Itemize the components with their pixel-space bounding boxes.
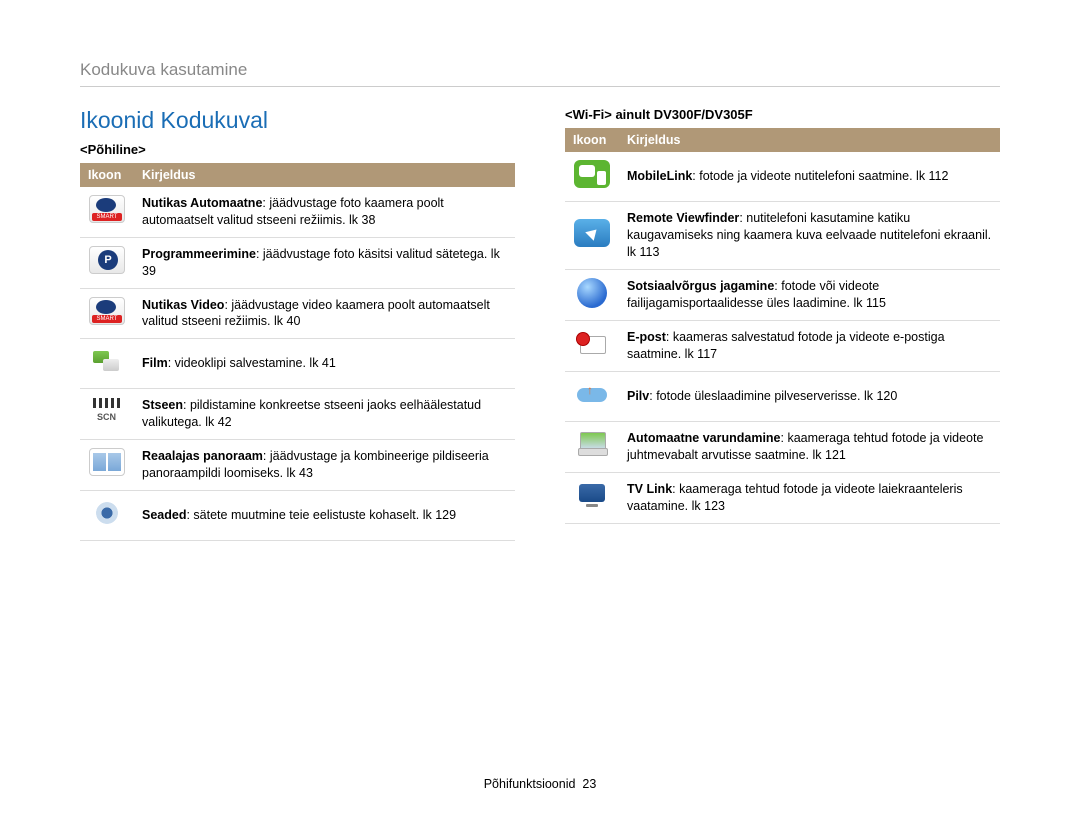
icon-cell: [80, 339, 134, 389]
icon-cell: [80, 288, 134, 339]
right-column: <Wi-Fi> ainult DV300F/DV305F Ikoon Kirje…: [565, 107, 1000, 541]
th-icon: Ikoon: [80, 163, 134, 187]
remote-icon: [574, 219, 610, 247]
icon-cell: [565, 422, 619, 473]
icon-cell: [80, 187, 134, 237]
th-desc: Kirjeldus: [134, 163, 515, 187]
table-row: MobileLink: fotode ja videote nutitelefo…: [565, 152, 1000, 201]
icon-cell: [80, 490, 134, 540]
footer: Põhifunktsioonid 23: [0, 777, 1080, 791]
table-row: TV Link: kaameraga tehtud fotode ja vide…: [565, 472, 1000, 523]
table-row: Remote Viewfinder: nutitelefoni kasutami…: [565, 201, 1000, 269]
desc-cell: TV Link: kaameraga tehtud fotode ja vide…: [619, 472, 1000, 523]
row-title: MobileLink: [627, 169, 692, 183]
panorama-icon: [89, 448, 125, 476]
desc-cell: Programmeerimine: jäädvustage foto käsit…: [134, 237, 515, 288]
icon-cell: [80, 389, 134, 440]
table-row: Stseen: pildistamine konkreetse stseeni …: [80, 389, 515, 440]
table-row: Nutikas Video: jäädvustage video kaamera…: [80, 288, 515, 339]
row-description: : sätete muutmine teie eelistuste kohase…: [186, 508, 456, 522]
table-row: Reaalajas panoraam: jäädvustage ja kombi…: [80, 439, 515, 490]
row-description: : kaameraga tehtud fotode ja videote lai…: [627, 482, 963, 513]
backup-icon: [574, 430, 610, 458]
email-icon: [574, 330, 610, 358]
mobilelink-icon: [574, 160, 610, 188]
subsection-basic: <Põhiline>: [80, 142, 515, 157]
row-title: Seaded: [142, 508, 186, 522]
section-title: Ikoonid Kodukuval: [80, 107, 515, 134]
icon-cell: [565, 269, 619, 321]
table-row: Nutikas Automaatne: jäädvustage foto kaa…: [80, 187, 515, 237]
row-description: : fotode üleslaadimine pilveserverisse. …: [649, 389, 897, 403]
left-column: Ikoonid Kodukuval <Põhiline> Ikoon Kirje…: [80, 107, 515, 541]
row-title: TV Link: [627, 482, 672, 496]
row-title: Sotsiaalvõrgus jagamine: [627, 279, 774, 293]
desc-cell: Automaatne varundamine: kaameraga tehtud…: [619, 422, 1000, 473]
basic-tbody: Nutikas Automaatne: jäädvustage foto kaa…: [80, 187, 515, 540]
desc-cell: Nutikas Automaatne: jäädvustage foto kaa…: [134, 187, 515, 237]
icon-cell: [565, 372, 619, 422]
icon-cell: [565, 201, 619, 269]
icon-cell: [80, 439, 134, 490]
row-title: Reaalajas panoraam: [142, 449, 263, 463]
icon-cell: [565, 472, 619, 523]
breadcrumb: Kodukuva kasutamine: [80, 60, 1000, 80]
icon-cell: [565, 152, 619, 201]
row-description: : kaameras salvestatud fotode ja videote…: [627, 330, 945, 361]
row-title: Nutikas Automaatne: [142, 196, 262, 210]
divider: [80, 86, 1000, 87]
table-row: Programmeerimine: jäädvustage foto käsit…: [80, 237, 515, 288]
desc-cell: Remote Viewfinder: nutitelefoni kasutami…: [619, 201, 1000, 269]
desc-cell: Seaded: sätete muutmine teie eelistuste …: [134, 490, 515, 540]
row-title: E-post: [627, 330, 666, 344]
row-description: : videoklipi salvestamine. lk 41: [168, 356, 336, 370]
icon-cell: [565, 321, 619, 372]
tvlink-icon: [574, 481, 610, 509]
desc-cell: Nutikas Video: jäädvustage video kaamera…: [134, 288, 515, 339]
page-number: 23: [582, 777, 596, 791]
table-row: Sotsiaalvõrgus jagamine: fotode või vide…: [565, 269, 1000, 321]
row-title: Remote Viewfinder: [627, 211, 739, 225]
wifi-table: Ikoon Kirjeldus MobileLink: fotode ja vi…: [565, 128, 1000, 524]
desc-cell: Sotsiaalvõrgus jagamine: fotode või vide…: [619, 269, 1000, 321]
row-title: Programmeerimine: [142, 247, 256, 261]
table-row: Seaded: sätete muutmine teie eelistuste …: [80, 490, 515, 540]
row-title: Film: [142, 356, 168, 370]
table-row: E-post: kaameras salvestatud fotode ja v…: [565, 321, 1000, 372]
smart-auto-icon: [89, 195, 125, 223]
row-title: Pilv: [627, 389, 649, 403]
cloud-icon: [574, 380, 610, 408]
table-row: Automaatne varundamine: kaameraga tehtud…: [565, 422, 1000, 473]
icon-cell: [80, 237, 134, 288]
film-icon: [89, 347, 125, 375]
scene-icon: [89, 398, 125, 426]
wifi-tbody: MobileLink: fotode ja videote nutitelefo…: [565, 152, 1000, 523]
table-row: Pilv: fotode üleslaadimine pilveserveris…: [565, 372, 1000, 422]
row-description: : fotode ja videote nutitelefoni saatmin…: [692, 169, 948, 183]
desc-cell: E-post: kaameras salvestatud fotode ja v…: [619, 321, 1000, 372]
th-desc: Kirjeldus: [619, 128, 1000, 152]
row-description: : pildistamine konkreetse stseeni jaoks …: [142, 398, 481, 429]
table-row: Film: videoklipi salvestamine. lk 41: [80, 339, 515, 389]
program-icon: [89, 246, 125, 274]
social-icon: [577, 278, 607, 308]
desc-cell: MobileLink: fotode ja videote nutitelefo…: [619, 152, 1000, 201]
desc-cell: Pilv: fotode üleslaadimine pilveserveris…: [619, 372, 1000, 422]
th-icon: Ikoon: [565, 128, 619, 152]
desc-cell: Stseen: pildistamine konkreetse stseeni …: [134, 389, 515, 440]
basic-table: Ikoon Kirjeldus Nutikas Automaatne: jääd…: [80, 163, 515, 541]
subsection-wifi: <Wi-Fi> ainult DV300F/DV305F: [565, 107, 1000, 122]
desc-cell: Film: videoklipi salvestamine. lk 41: [134, 339, 515, 389]
row-title: Stseen: [142, 398, 183, 412]
desc-cell: Reaalajas panoraam: jäädvustage ja kombi…: [134, 439, 515, 490]
row-title: Nutikas Video: [142, 298, 224, 312]
smart-video-icon: [89, 297, 125, 325]
row-title: Automaatne varundamine: [627, 431, 781, 445]
footer-label: Põhifunktsioonid: [484, 777, 576, 791]
settings-icon: [89, 499, 125, 527]
